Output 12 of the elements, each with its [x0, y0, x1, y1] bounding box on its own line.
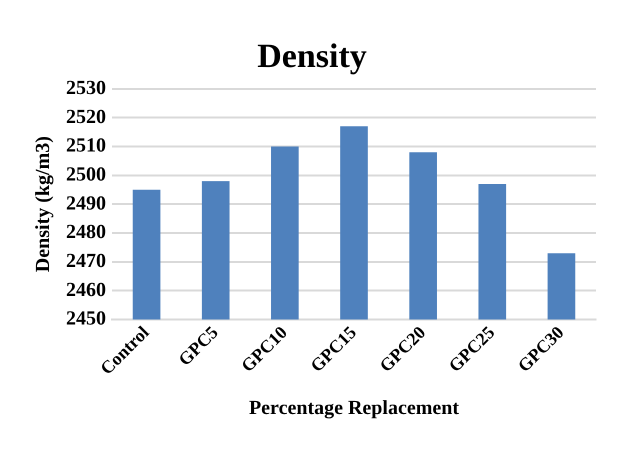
y-tick-label: 2500 [66, 163, 106, 186]
chart-title: Density [257, 38, 367, 76]
y-tick-label: 2530 [66, 76, 106, 99]
y-tick-label: 2490 [66, 192, 106, 214]
y-tick-label: 2470 [66, 250, 106, 272]
y-axis-title: Density (kg/m3) [32, 136, 54, 272]
y-tick-label: 2480 [66, 221, 106, 244]
x-axis-title: Percentage Replacement [248, 397, 460, 420]
y-tick-label: 2510 [66, 134, 106, 157]
y-tick-label: 2450 [66, 308, 106, 330]
y-tick-label: 2520 [66, 106, 106, 128]
y-tick-label: 2460 [66, 278, 106, 301]
